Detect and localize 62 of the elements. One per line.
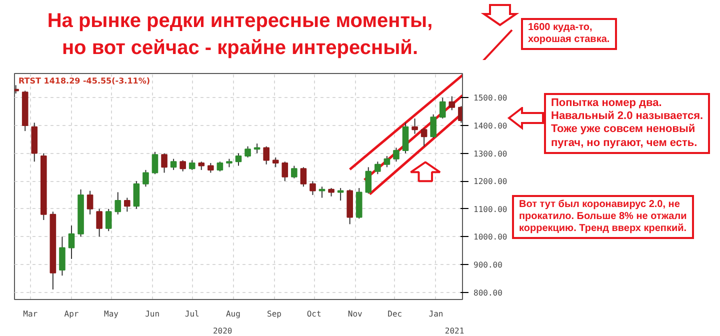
candlestick — [430, 114, 436, 138]
y-tick-label: 1400.00 — [474, 121, 508, 130]
candlestick — [439, 97, 446, 120]
y-tick-label: 1200.00 — [474, 177, 508, 186]
candlestick — [152, 151, 158, 175]
x-tick-label: Dec — [388, 310, 402, 318]
candlestick — [272, 156, 279, 168]
candlestick — [180, 160, 186, 172]
candlestick — [393, 147, 400, 162]
candlestick — [114, 192, 122, 215]
x-tick-label: May — [104, 310, 119, 318]
candlestick — [420, 128, 428, 147]
candlestick — [365, 166, 372, 194]
candlestick — [105, 208, 112, 232]
x-tick-label: Aug — [226, 310, 241, 318]
candlestick — [161, 152, 168, 174]
x-tick-label: Jul — [184, 310, 200, 318]
candlestick — [412, 118, 418, 134]
x2-tick-label: 2020 — [212, 326, 232, 336]
candlestick — [263, 146, 270, 165]
candlestick — [282, 161, 288, 182]
x-tick-label: Jun — [145, 310, 160, 318]
y-tick-label: 1500.00 — [474, 94, 508, 103]
x-tick-label: Jan — [428, 310, 444, 318]
candlestick — [208, 162, 214, 174]
candlestick — [96, 208, 102, 238]
text: Вот тут был коронавирус 2.0, не прокатило. Больше 8% не отжали коррекцию. Тренд вверх крепкий. — [512, 195, 694, 239]
candlestick — [448, 96, 456, 111]
text: Попытка номер два. Навальный 2.0 называется. Тоже уже совсем неновый пугач, но пугают, чем есть. — [544, 93, 710, 154]
candlestick — [133, 180, 140, 210]
x-tick-label: Nov — [348, 310, 363, 318]
y-tick-label: 900.00 — [474, 260, 503, 270]
x-tick-label: Sep — [267, 310, 282, 318]
candlestick — [124, 197, 130, 212]
candlestick — [59, 236, 66, 276]
x2-tick-label: 2021 — [444, 326, 464, 336]
candlestick — [142, 169, 149, 188]
candlestick — [68, 225, 75, 260]
x-tick-label: Mar — [23, 310, 38, 318]
candlestick — [254, 143, 260, 154]
candlestick — [300, 166, 307, 188]
candlestick — [402, 122, 409, 154]
candlestick — [318, 186, 326, 198]
y-tick-label: 1100.00 — [474, 204, 508, 214]
candlestick — [384, 156, 390, 168]
candlestick — [374, 161, 381, 175]
annotation: RTST 1418.29 -45.55(-3.11%) — [18, 76, 150, 86]
x-tick-label: Oct — [306, 310, 322, 318]
y-tick-label: 800.00 — [474, 288, 503, 298]
candlestick — [291, 165, 298, 179]
candlestick — [235, 152, 242, 166]
candlestick — [244, 146, 251, 158]
x-tick-label: Apr — [64, 310, 79, 318]
text: 1600 куда-то, хорошая ставка. — [521, 18, 617, 50]
candlestick — [188, 160, 196, 170]
candlestick — [216, 161, 224, 172]
y-tick-label: 1000.00 — [474, 232, 508, 242]
candlestick — [170, 158, 177, 170]
candlestick — [310, 180, 316, 196]
y-tick-label: 1300.00 — [474, 149, 508, 158]
chart-title: На рынке редки интересные моменты, но вот сейчас - крайне интересный. — [46, 9, 434, 61]
candlestick — [86, 190, 94, 215]
